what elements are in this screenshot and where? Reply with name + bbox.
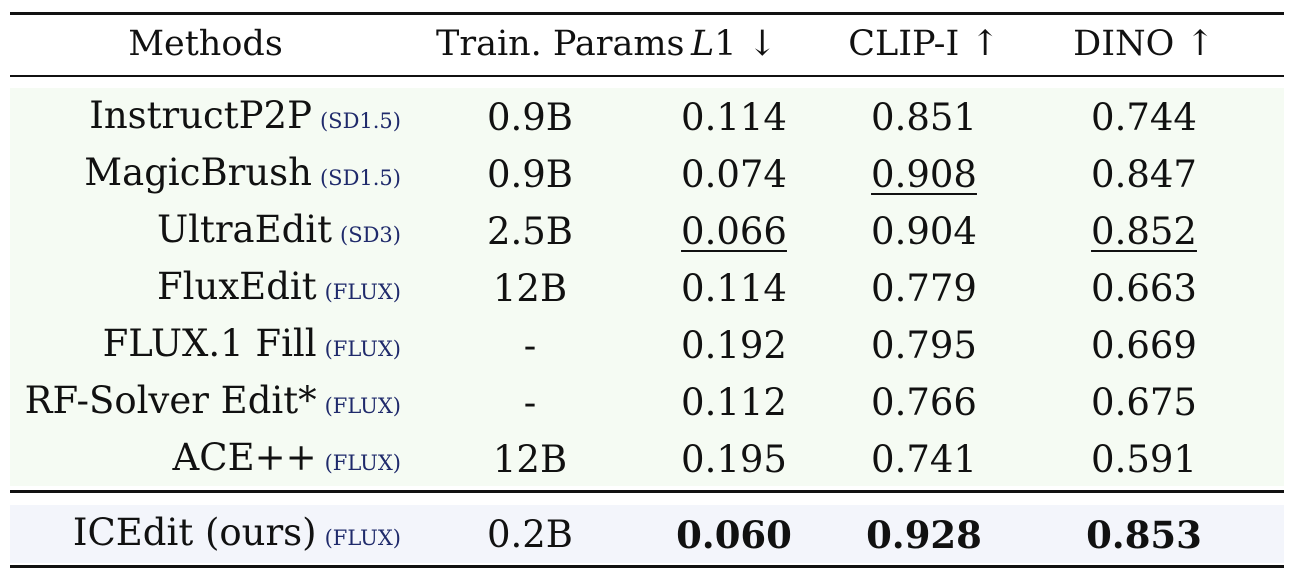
base-model-tag: (FLUX): [324, 279, 401, 304]
dino-value-underlined: 0.852: [1091, 210, 1197, 253]
table-row: ACE++ (FLUX) 12B 0.195 0.741 0.591: [10, 432, 1284, 488]
l1-cell: 0.066: [639, 204, 829, 260]
params-cell: 0.9B: [486, 153, 574, 196]
separator-rule: [10, 490, 1284, 493]
params-cell: 2.5B: [486, 210, 574, 253]
clip-cell: 0.741: [871, 438, 977, 481]
clip-value-underlined: 0.908: [871, 153, 977, 196]
clip-cell: 0.904: [871, 210, 977, 253]
table-header: Methods Train. Params L1 ↓ CLIP-I ↑ DINO…: [10, 16, 1284, 72]
params-cell: 0.2B: [486, 513, 574, 556]
table-row: MagicBrush (SD1.5) 0.9B 0.074 0.908 0.847: [10, 147, 1284, 203]
l1-cell-best: 0.060: [676, 513, 792, 557]
base-model-tag: (FLUX): [324, 336, 401, 361]
dino-cell: 0.744: [1091, 96, 1197, 139]
table-row: RF-Solver Edit* (FLUX) - 0.112 0.766 0.67…: [10, 375, 1284, 431]
method-cell: MagicBrush (SD1.5): [10, 145, 401, 206]
clip-cell: 0.908: [829, 147, 1019, 203]
table-row-ours: ICEdit (ours) (FLUX) 0.2B 0.060 0.928 0.8…: [10, 507, 1284, 563]
dino-cell: 0.663: [1091, 267, 1197, 310]
method-cell: FLUX.1 Fill (FLUX): [10, 316, 401, 377]
l1-cell: 0.114: [681, 267, 787, 310]
method-cell: RF-Solver Edit* (FLUX): [10, 373, 401, 434]
l1-cell: 0.192: [681, 324, 787, 367]
method-cell: UltraEdit (SD3): [10, 202, 401, 263]
clip-cell: 0.795: [871, 324, 977, 367]
table-row: InstructP2P (SD1.5) 0.9B 0.114 0.851 0.74…: [10, 90, 1284, 146]
method-cell: FluxEdit (FLUX): [10, 259, 401, 320]
params-cell: 12B: [492, 438, 568, 481]
l1-value-underlined: 0.066: [681, 210, 787, 253]
params-cell: -: [523, 324, 537, 367]
method-name: FluxEdit: [156, 264, 317, 308]
params-cell: 0.9B: [486, 96, 574, 139]
params-cell: 12B: [492, 267, 568, 310]
method-cell: InstructP2P (SD1.5): [10, 88, 401, 149]
params-cell: -: [523, 381, 537, 424]
dino-cell: 0.675: [1091, 381, 1197, 424]
baseline-rows-background: [10, 88, 1284, 486]
method-name: ACE++: [172, 435, 317, 479]
base-model-tag: (FLUX): [324, 450, 401, 475]
base-model-tag: (SD3): [340, 222, 401, 247]
header-rule: [10, 75, 1284, 77]
clip-cell: 0.851: [871, 96, 977, 139]
clip-cell: 0.779: [871, 267, 977, 310]
dino-cell: 0.847: [1091, 153, 1197, 196]
l1-cell: 0.074: [681, 153, 787, 196]
base-model-tag: (FLUX): [324, 393, 401, 418]
header-l1-var: L: [691, 24, 715, 64]
header-l1-num: 1 ↓: [714, 24, 777, 64]
table-row: UltraEdit (SD3) 2.5B 0.066 0.904 0.852: [10, 204, 1284, 260]
l1-cell: 0.112: [681, 381, 787, 424]
dino-cell-best: 0.853: [1086, 513, 1202, 557]
header-methods: Methods: [128, 24, 283, 64]
method-name: RF-Solver Edit*: [24, 378, 317, 422]
method-name: InstructP2P: [89, 93, 312, 137]
clip-cell-best: 0.928: [866, 513, 982, 557]
top-rule: [10, 12, 1284, 15]
method-cell: ICEdit (ours) (FLUX): [10, 505, 401, 566]
method-name: MagicBrush: [84, 150, 312, 194]
clip-cell: 0.766: [871, 381, 977, 424]
method-cell: ACE++ (FLUX): [10, 430, 401, 491]
l1-cell: 0.195: [681, 438, 787, 481]
dino-cell: 0.669: [1091, 324, 1197, 367]
dino-cell: 0.591: [1091, 438, 1197, 481]
dino-cell: 0.852: [1049, 204, 1239, 260]
base-model-tag: (SD1.5): [319, 165, 401, 190]
base-model-tag: (FLUX): [324, 525, 401, 550]
l1-cell: 0.114: [681, 96, 787, 139]
method-name: ICEdit (ours): [72, 510, 317, 554]
method-name: FLUX.1 Fill: [102, 321, 317, 365]
header-clip: CLIP-I ↑: [848, 24, 1000, 64]
base-model-tag: (SD1.5): [319, 108, 401, 133]
table-row: FLUX.1 Fill (FLUX) - 0.192 0.795 0.669: [10, 318, 1284, 374]
table-row: FluxEdit (FLUX) 12B 0.114 0.779 0.663: [10, 261, 1284, 317]
method-name: UltraEdit: [156, 207, 333, 251]
bottom-rule: [10, 565, 1284, 568]
header-params: Train. Params: [436, 24, 685, 64]
ours-row-background: [10, 505, 1284, 563]
header-dino: DINO ↑: [1073, 24, 1215, 64]
header-l1: L1 ↓: [639, 16, 829, 72]
